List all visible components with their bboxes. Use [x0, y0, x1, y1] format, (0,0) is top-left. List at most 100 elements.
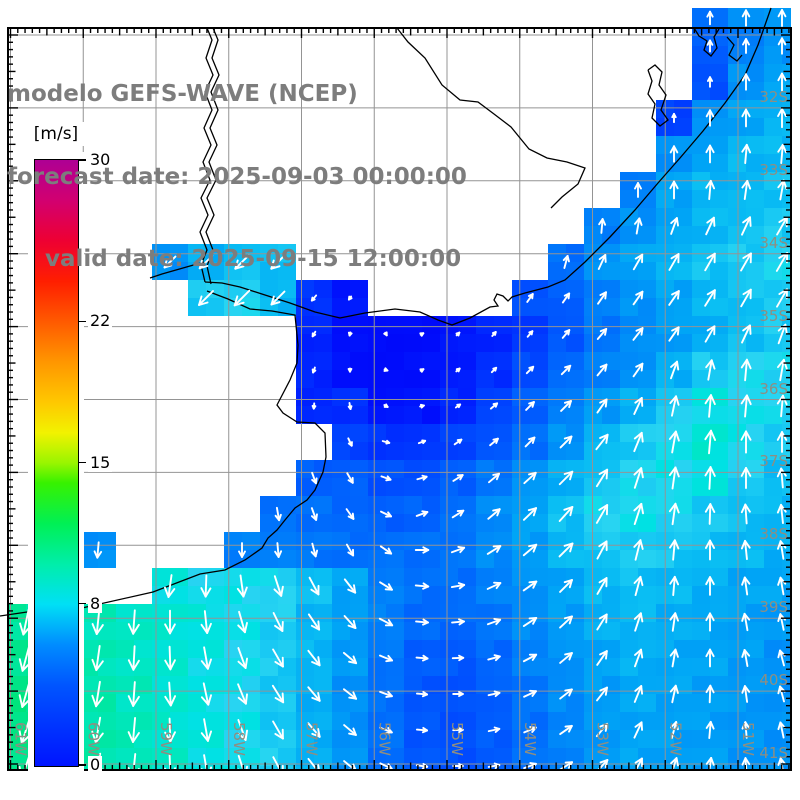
wind-arrow [741, 143, 752, 165]
wind-cell [674, 550, 692, 568]
wind-cell [368, 658, 386, 676]
wind-arrow [741, 108, 751, 128]
wind-cell [314, 298, 332, 316]
wind-arrow [451, 618, 465, 626]
wind-arrow [777, 613, 786, 631]
wind-cell [728, 424, 746, 442]
wind-cell [350, 460, 368, 478]
wind-cell [692, 586, 710, 604]
wind-cell [710, 748, 728, 766]
wind-arrow [525, 365, 535, 375]
wind-cell [728, 64, 746, 82]
wind-cell [728, 622, 746, 640]
wind-cell [170, 676, 188, 694]
wind-cell [296, 622, 314, 640]
wind-cell [692, 442, 710, 460]
wind-cell [368, 316, 386, 334]
wind-cell [422, 460, 440, 478]
wind-arrow [455, 331, 461, 337]
wind-cell [728, 568, 746, 586]
wind-cell [332, 298, 350, 316]
wind-cell [746, 64, 764, 82]
wind-cell [296, 514, 314, 532]
wind-arrow [200, 682, 213, 706]
wind-cell [188, 694, 206, 712]
wind-cell [728, 136, 746, 154]
wind-cell [782, 190, 791, 208]
wind-arrow [741, 721, 751, 739]
wind-cell [710, 478, 728, 496]
wind-cell [782, 388, 791, 406]
wind-cell [764, 100, 782, 118]
wind-cell [170, 568, 188, 586]
wind-cell [314, 496, 332, 514]
wind-cell [404, 712, 422, 730]
wind-arrow [307, 613, 321, 631]
wind-arrow [596, 328, 608, 340]
wind-cell [710, 82, 728, 100]
wind-cell [746, 478, 764, 496]
wind-cell [620, 568, 638, 586]
wind-cell [728, 478, 746, 496]
wind-arrow [740, 394, 752, 418]
wind-cell [764, 730, 782, 748]
wind-cell [674, 568, 692, 586]
wind-arrow [634, 217, 643, 235]
wind-cell [458, 478, 476, 496]
wind-arrow [488, 472, 500, 484]
wind-cell [710, 190, 728, 208]
wind-cell [620, 406, 638, 424]
wind-cell [764, 208, 782, 226]
wind-cell [530, 298, 548, 316]
wind-cell [260, 694, 278, 712]
wind-arrow [777, 721, 786, 739]
wind-cell [710, 334, 728, 352]
wind-cell [350, 370, 368, 388]
wind-cell [8, 712, 26, 730]
wind-cell [440, 658, 458, 676]
wind-arrow [671, 112, 677, 124]
wind-cell [386, 424, 404, 442]
wind-cell [530, 334, 548, 352]
wind-cell [440, 568, 458, 586]
wind-arrow [670, 721, 679, 739]
wind-cell [566, 730, 584, 748]
wind-arrow [559, 579, 573, 593]
wind-cell [638, 226, 656, 244]
wind-cell [566, 694, 584, 712]
wind-cell [296, 298, 314, 316]
wind-cell [206, 298, 224, 316]
wind-cell [782, 64, 791, 82]
wind-cell [332, 424, 350, 442]
wind-cell [710, 226, 728, 244]
wind-cell [368, 568, 386, 586]
wind-cell [440, 424, 458, 442]
wind-cell [386, 748, 404, 766]
wind-cell [692, 514, 710, 532]
wind-cell [386, 550, 404, 568]
wind-cell [386, 694, 404, 712]
wind-cell [278, 298, 296, 316]
wind-cell [458, 676, 476, 694]
wind-cell [404, 766, 422, 770]
wind-cell [782, 406, 791, 424]
wind-cell [602, 694, 620, 712]
wind-arrow [347, 402, 353, 410]
wind-cell [422, 352, 440, 370]
wind-cell [8, 676, 26, 694]
wind-cell [764, 424, 782, 442]
wind-cell [566, 316, 584, 334]
wind-cell [746, 586, 764, 604]
wind-cell [314, 370, 332, 388]
wind-cell [602, 262, 620, 280]
wind-arrow [526, 330, 534, 338]
wind-cell [512, 352, 530, 370]
wind-cell [368, 442, 386, 460]
wind-cell [710, 64, 728, 82]
wind-arrow [560, 400, 572, 412]
wind-cell [458, 352, 476, 370]
coastline [0, 7, 772, 617]
wind-cell [512, 316, 530, 334]
wind-arrow [740, 358, 752, 382]
wind-cell [620, 730, 638, 748]
